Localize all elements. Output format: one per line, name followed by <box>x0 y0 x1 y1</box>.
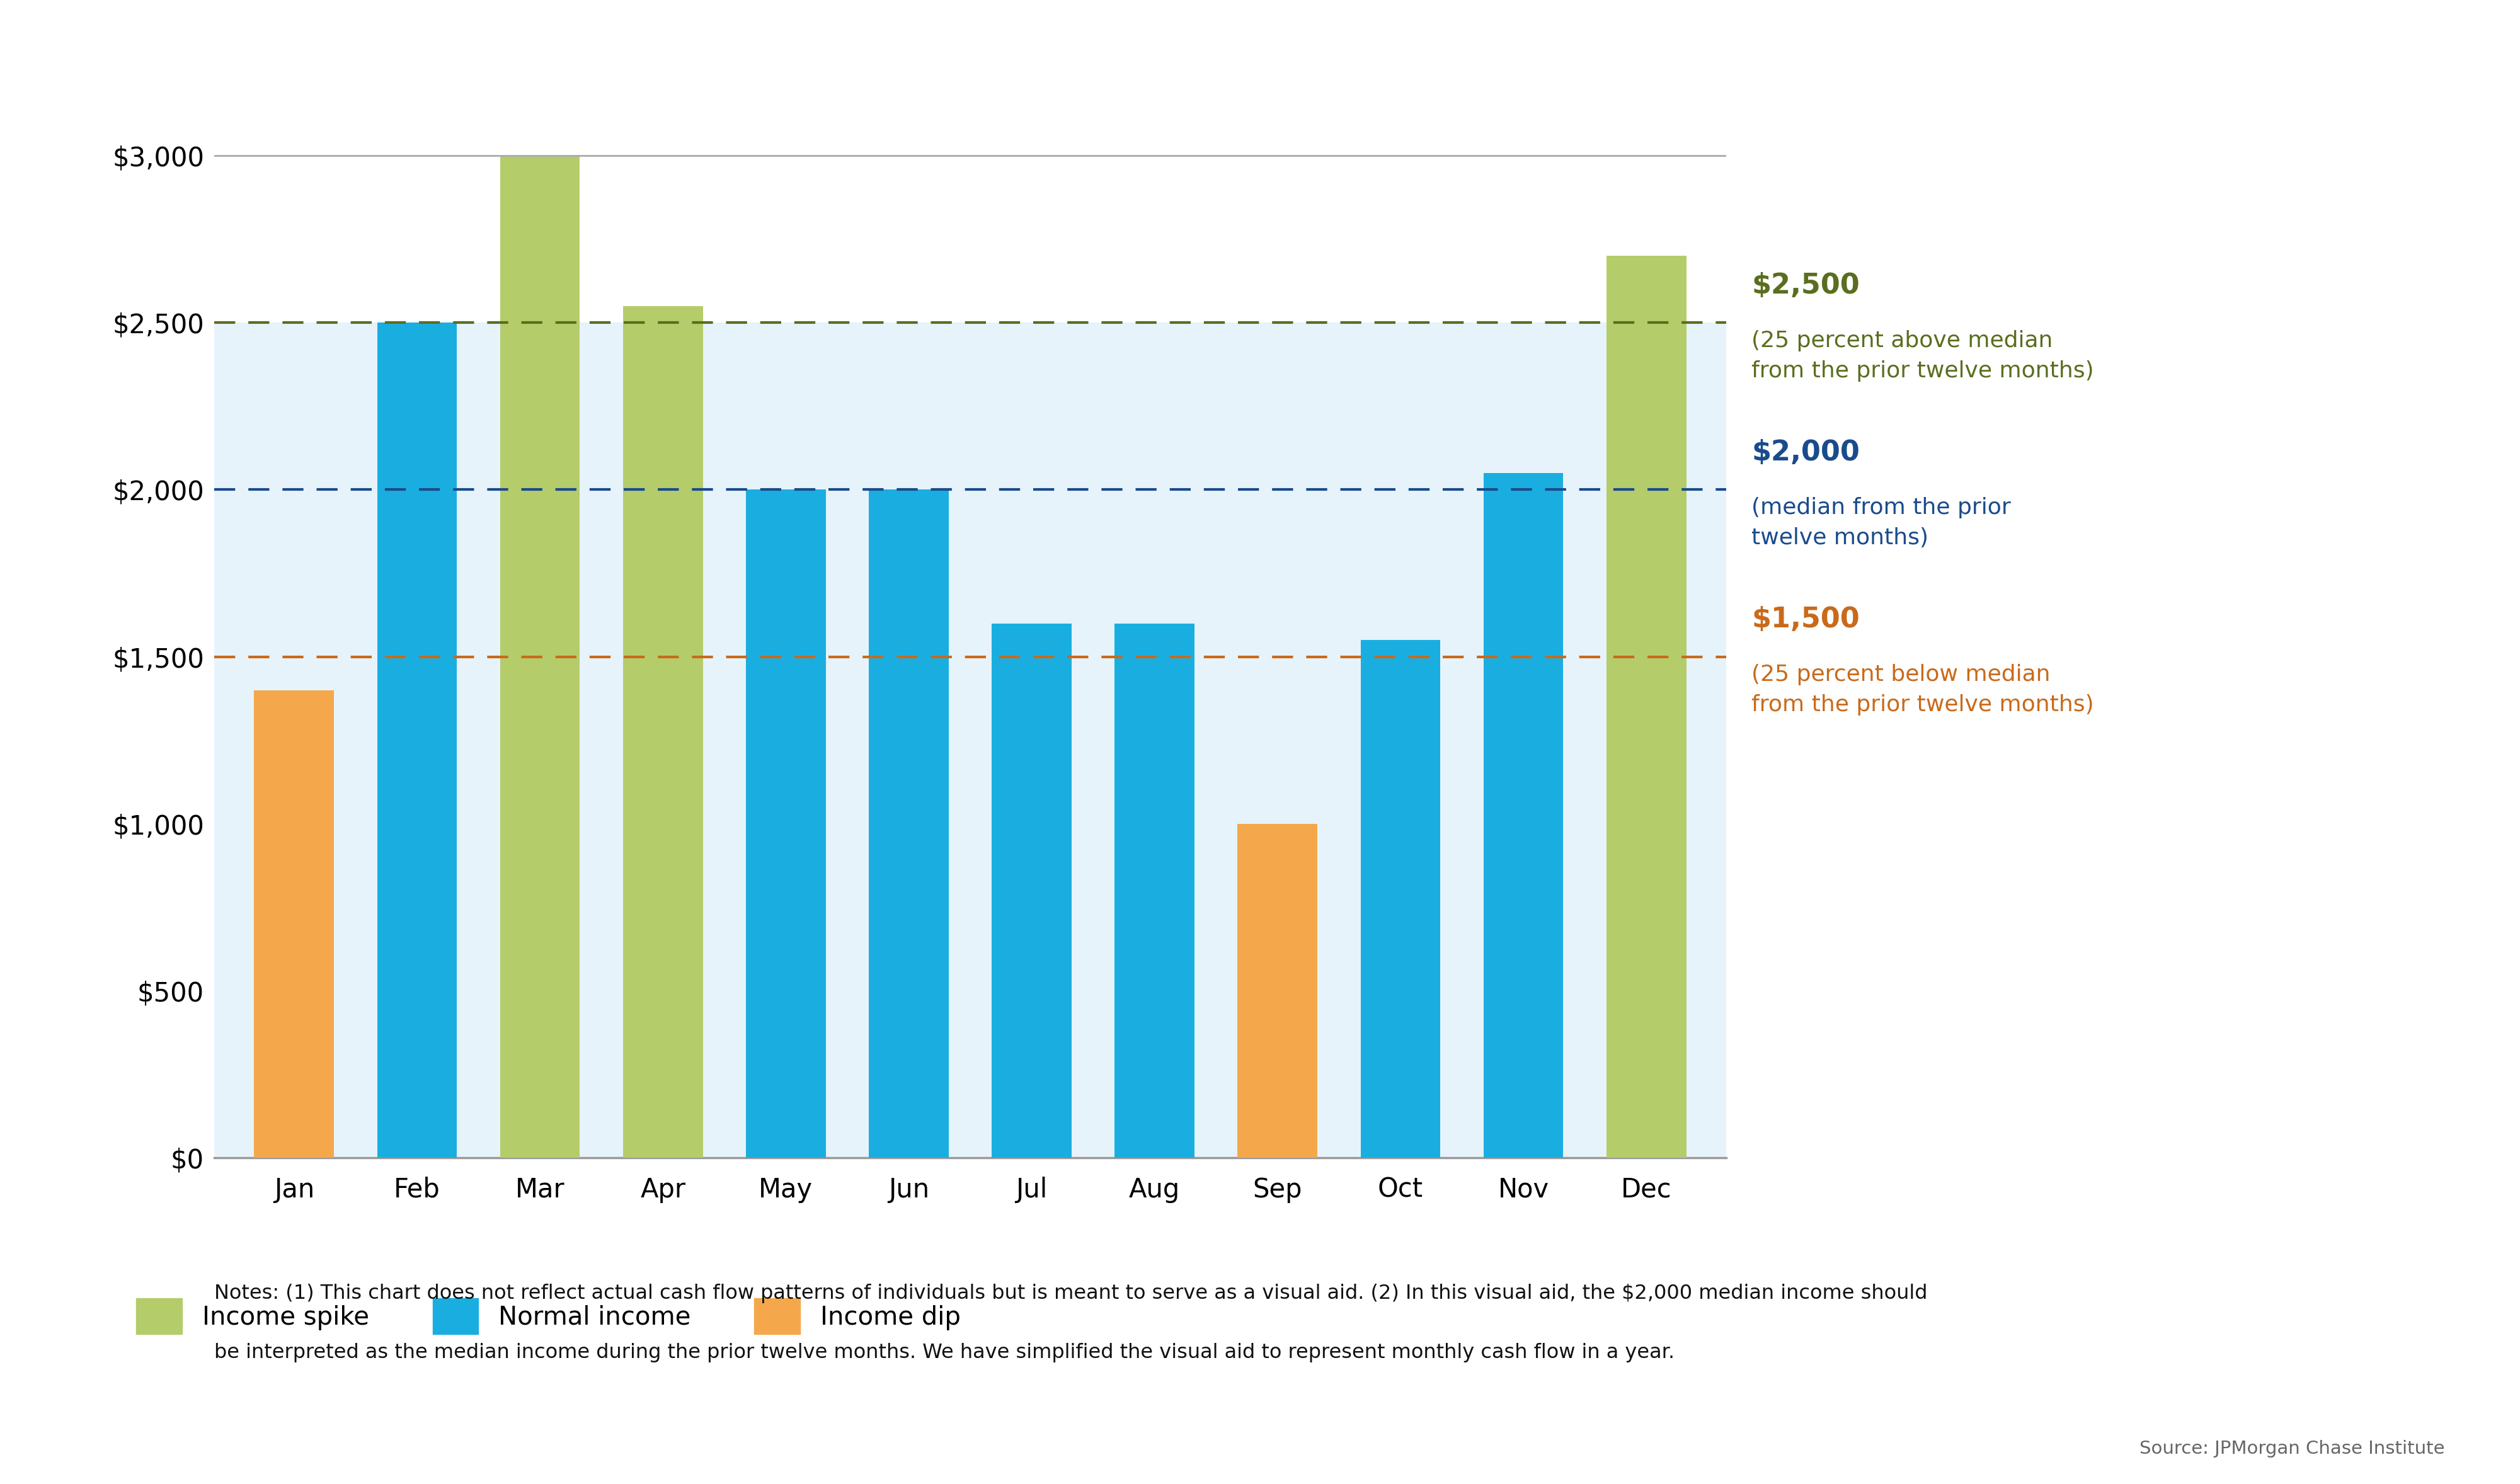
Bar <box>1114 623 1194 1158</box>
Bar <box>499 156 580 1158</box>
Legend: Income spike, Normal income, Income dip: Income spike, Normal income, Income dip <box>136 1298 960 1334</box>
Text: Source: JPMorgan Chase Institute: Source: JPMorgan Chase Institute <box>2139 1439 2444 1457</box>
Text: Notes: (1) This chart does not reflect actual cash flow patterns of individuals : Notes: (1) This chart does not reflect a… <box>214 1284 1928 1303</box>
Bar <box>1605 257 1686 1158</box>
Bar <box>1484 473 1562 1158</box>
Bar <box>622 306 703 1158</box>
Bar <box>255 690 335 1158</box>
Bar <box>1361 640 1441 1158</box>
Text: (25 percent below median
from the prior twelve months): (25 percent below median from the prior … <box>1751 665 2094 715</box>
Bar <box>1237 824 1318 1158</box>
Bar <box>869 490 948 1158</box>
Bar <box>214 324 1726 1158</box>
Text: $2,500: $2,500 <box>1751 272 1860 300</box>
Text: be interpreted as the median income during the prior twelve months. We have simp: be interpreted as the median income duri… <box>214 1343 1676 1362</box>
Text: (median from the prior
twelve months): (median from the prior twelve months) <box>1751 497 2011 549</box>
Text: (25 percent above median
from the prior twelve months): (25 percent above median from the prior … <box>1751 331 2094 381</box>
Text: $2,000: $2,000 <box>1751 439 1860 466</box>
Bar <box>378 324 456 1158</box>
Bar <box>993 623 1071 1158</box>
Bar <box>746 490 827 1158</box>
Text: $1,500: $1,500 <box>1751 605 1860 634</box>
